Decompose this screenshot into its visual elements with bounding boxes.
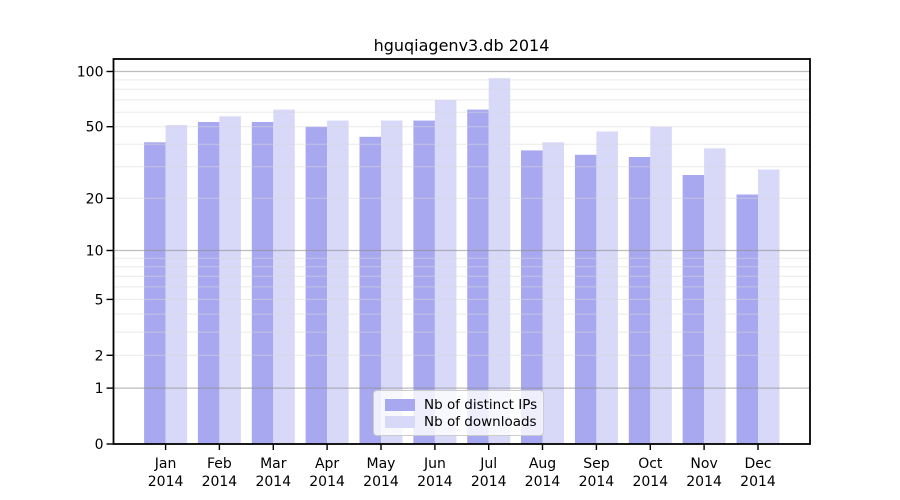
bar-jul-distinct-ips [467, 109, 489, 444]
bar-mar-downloads [273, 109, 295, 444]
x-tick-label-year-jun: 2014 [417, 474, 453, 490]
bar-apr-distinct-ips [305, 126, 328, 444]
y-tick-label-0: 0 [95, 437, 104, 453]
bar-aug-distinct-ips [521, 150, 543, 444]
x-tick-label-aug: Aug [529, 456, 556, 472]
bar-may-distinct-ips [359, 136, 381, 445]
y-tick-label-10: 10 [86, 244, 104, 260]
bar-jun-distinct-ips [413, 120, 435, 444]
bar-apr-downloads [327, 120, 349, 444]
x-tick-label-year-jan: 2014 [148, 474, 184, 490]
x-axis-group: Jan 2014 Feb 2014 Mar 2014 Apr 2014 May 2014 Jun 20… [148, 444, 776, 490]
x-tick-label-nov: Nov [690, 456, 717, 472]
legend-item-downloads: Nb of downloads [385, 413, 537, 430]
y-tick-label-100: 100 [77, 65, 104, 81]
legend-swatch-distinct-ips [385, 398, 415, 411]
x-tick-label-year-may: 2014 [363, 474, 399, 490]
x-tick-label-apr: Apr [315, 456, 339, 472]
bar-nov-distinct-ips [682, 175, 705, 444]
legend-label-distinct-ips: Nb of distinct IPs [424, 396, 538, 413]
x-tick-label-dec: Dec [744, 456, 771, 472]
bar-dec-distinct-ips [736, 194, 758, 444]
bar-feb-downloads [219, 116, 241, 445]
x-tick-label-sep: Sep [583, 456, 610, 472]
bar-mar-distinct-ips [251, 122, 274, 444]
x-tick-label-year-feb: 2014 [202, 474, 238, 490]
y-tick-label-50: 50 [86, 120, 104, 136]
bar-jun-downloads [434, 99, 457, 445]
x-tick-label-year-apr: 2014 [309, 474, 345, 490]
bar-oct-downloads [650, 126, 672, 444]
bar-sep-downloads [596, 131, 618, 444]
legend-item-distinct-ips: Nb of distinct IPs [385, 396, 538, 413]
bar-jan-distinct-ips [144, 142, 166, 445]
legend-swatch-downloads [385, 415, 415, 428]
bar-feb-distinct-ips [197, 122, 220, 444]
x-tick-label-oct: Oct [638, 456, 663, 472]
x-tick-label-year-mar: 2014 [255, 474, 291, 490]
legend: Nb of distinct IPs Nb of downloads [373, 390, 544, 436]
bar-aug-downloads [542, 142, 564, 445]
y-tick-label-20: 20 [86, 191, 104, 207]
bar-dec-downloads [758, 169, 780, 444]
x-tick-label-mar: Mar [260, 456, 287, 472]
x-tick-label-year-aug: 2014 [525, 474, 561, 490]
minor-gridlines-group [113, 79, 810, 356]
y-tick-label-2: 2 [95, 348, 104, 364]
x-tick-label-year-oct: 2014 [632, 474, 668, 490]
bar-jan-downloads [165, 125, 188, 444]
bar-jul-downloads [488, 78, 511, 444]
x-tick-label-year-jul: 2014 [471, 474, 507, 490]
x-tick-label-may: May [367, 456, 396, 472]
bar-nov-downloads [704, 148, 726, 445]
x-tick-label-year-dec: 2014 [740, 474, 776, 490]
bar-may-downloads [381, 120, 403, 444]
x-tick-label-jun: Jun [423, 456, 446, 472]
x-tick-label-jul: Jul [479, 456, 497, 472]
x-tick-label-year-sep: 2014 [579, 474, 615, 490]
bar-oct-distinct-ips [628, 157, 651, 444]
bars-group [144, 78, 780, 445]
y-tick-label-1: 1 [95, 381, 104, 397]
plot-frame [112, 58, 811, 445]
x-tick-label-year-nov: 2014 [686, 474, 722, 490]
y-tick-label-5: 5 [95, 292, 104, 308]
x-tick-label-feb: Feb [207, 456, 232, 472]
legend-label-downloads: Nb of downloads [424, 413, 537, 430]
chart-title: hguqiagenv3.db 2014 [373, 36, 550, 55]
major-gridlines-group [113, 70, 810, 389]
x-tick-label-jan: Jan [154, 456, 177, 472]
